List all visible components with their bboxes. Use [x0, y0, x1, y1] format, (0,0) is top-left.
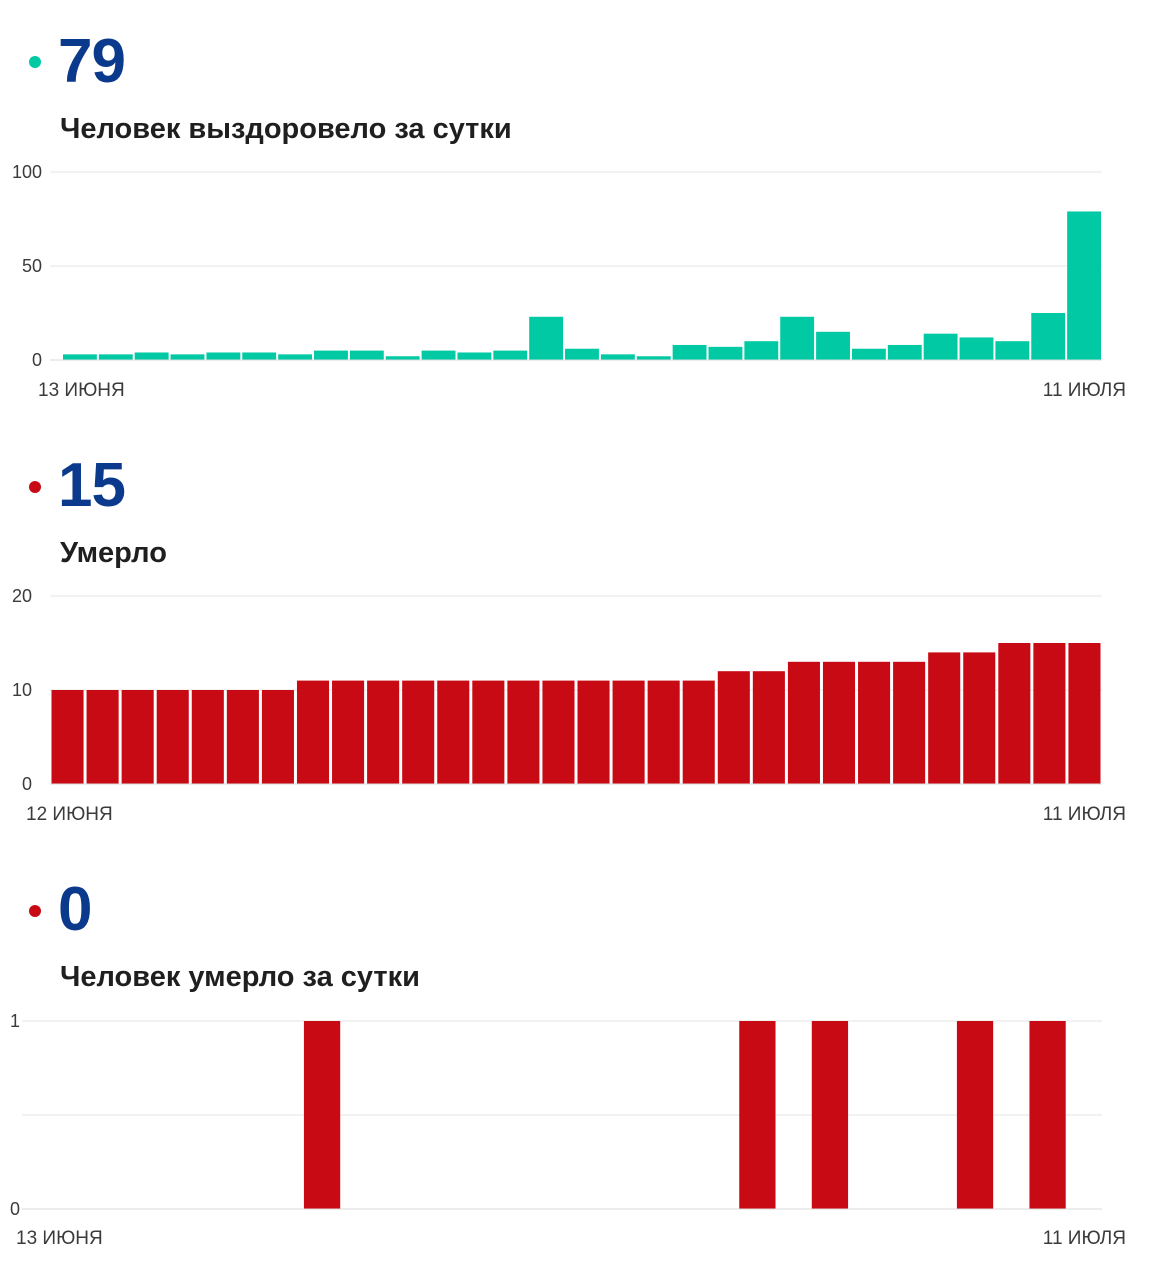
deaths-total-bar [787, 661, 820, 784]
deaths-total-bar [752, 671, 785, 784]
recovered-bar [995, 341, 1030, 360]
recovered-bar [242, 352, 277, 360]
deaths-total-bar [998, 643, 1031, 784]
recovered-bar [851, 348, 886, 360]
deaths-daily-dot-icon [29, 905, 41, 917]
recovered-bar [636, 356, 671, 360]
deaths-total-bar [402, 680, 435, 784]
deaths-total-bar [121, 690, 154, 784]
recovered-bar [98, 354, 133, 360]
deaths-daily-bar [956, 1021, 994, 1209]
deaths-daily-x-end-label: 11 ИЮЛЯ [1043, 1228, 1126, 1249]
deaths-total-bar [86, 690, 119, 784]
recovered-dot-icon [29, 56, 41, 68]
recovered-count: 79 [58, 27, 126, 96]
deaths-total-bar [507, 680, 540, 784]
deaths-total-caption: Умерло [60, 537, 167, 569]
recovered-bar [421, 350, 456, 360]
deaths-daily-count: 0 [58, 875, 92, 944]
deaths-total-bar [437, 680, 470, 784]
deaths-total-y-tick-label: 20 [12, 586, 32, 606]
deaths-total-bar [296, 680, 330, 784]
deaths-total-bar [1068, 643, 1101, 784]
recovered-bar [349, 350, 384, 360]
deaths-total-bar [1033, 643, 1066, 784]
recovered-bar [170, 354, 205, 360]
recovered-bar [959, 337, 994, 360]
deaths-total-bar [963, 652, 996, 784]
deaths-daily-chart: 1 0 13 ИЮНЯ 11 ИЮЛЯ [10, 1011, 1126, 1249]
deaths-total-y-tick-label: 10 [12, 680, 32, 700]
deaths-daily-bar [303, 1021, 341, 1209]
deaths-total-bar [612, 680, 645, 784]
deaths-total-bar [822, 661, 856, 784]
deaths-total-bar [893, 661, 926, 784]
deaths-total-bar [647, 680, 680, 784]
deaths-total-bar [191, 690, 224, 784]
recovered-bar [923, 333, 958, 360]
recovered-x-end-label: 11 ИЮЛЯ [1043, 380, 1126, 401]
deaths-total-bar [156, 690, 189, 784]
recovered-bar [744, 341, 779, 360]
recovered-bar [672, 344, 707, 360]
deaths-total-x-end-label: 11 ИЮЛЯ [1043, 804, 1126, 825]
recovered-caption: Человек выздоровело за сутки [60, 113, 512, 145]
deaths-total-bar [332, 680, 365, 784]
deaths-daily-bar [811, 1021, 849, 1209]
recovered-bar [565, 348, 599, 360]
recovered-bar [816, 331, 850, 360]
deaths-total-chart: 20 10 0 12 ИЮНЯ 11 ИЮЛЯ [12, 586, 1126, 825]
deaths-total-count: 15 [58, 451, 126, 520]
recovered-x-start-label: 13 ИЮНЯ [38, 380, 125, 401]
deaths-daily-y-tick-label: 1 [10, 1011, 20, 1031]
deaths-total-y-tick-label: 0 [22, 774, 32, 794]
deaths-daily-y-tick-label: 0 [10, 1199, 20, 1219]
deaths-total-bar [682, 680, 715, 784]
recovered-chart: 100 50 0 13 ИЮНЯ 11 ИЮЛЯ [12, 162, 1126, 401]
deaths-total-bar [261, 690, 294, 784]
deaths-total-bar [367, 680, 400, 784]
recovered-bar [457, 352, 492, 360]
recovered-bar [887, 344, 922, 360]
recovered-bar [708, 346, 743, 360]
deaths-total-bar [226, 690, 259, 784]
recovered-bar [134, 352, 169, 360]
recovered-bar [1067, 211, 1101, 360]
deaths-total-bar [858, 661, 891, 784]
deaths-total-x-start-label: 12 ИЮНЯ [26, 804, 113, 825]
recovered-y-tick-label: 100 [12, 162, 42, 182]
deaths-daily-bar [1029, 1021, 1066, 1209]
recovered-bar [1031, 313, 1066, 360]
recovered-y-tick-label: 50 [22, 256, 42, 276]
deaths-daily-bar [739, 1021, 776, 1209]
deaths-total-bar [577, 680, 610, 784]
recovered-bar [780, 316, 815, 360]
deaths-total-bar [542, 680, 575, 784]
deaths-total-bar [51, 690, 84, 784]
recovered-bar [529, 316, 564, 360]
recovered-bar [385, 356, 420, 360]
recovered-bar [493, 350, 528, 360]
recovered-bar [206, 352, 241, 360]
deaths-total-bar [928, 652, 961, 784]
recovered-bar [314, 350, 348, 360]
recovered-bar [63, 354, 97, 360]
recovered-bar [600, 354, 635, 360]
recovered-y-tick-label: 0 [32, 350, 42, 370]
deaths-total-dot-icon [29, 481, 41, 493]
recovered-bar [278, 354, 313, 360]
deaths-total-bar [717, 671, 750, 784]
deaths-daily-caption: Человек умерло за сутки [60, 961, 420, 993]
deaths-total-bar [472, 680, 505, 784]
deaths-daily-x-start-label: 13 ИЮНЯ [16, 1228, 103, 1249]
